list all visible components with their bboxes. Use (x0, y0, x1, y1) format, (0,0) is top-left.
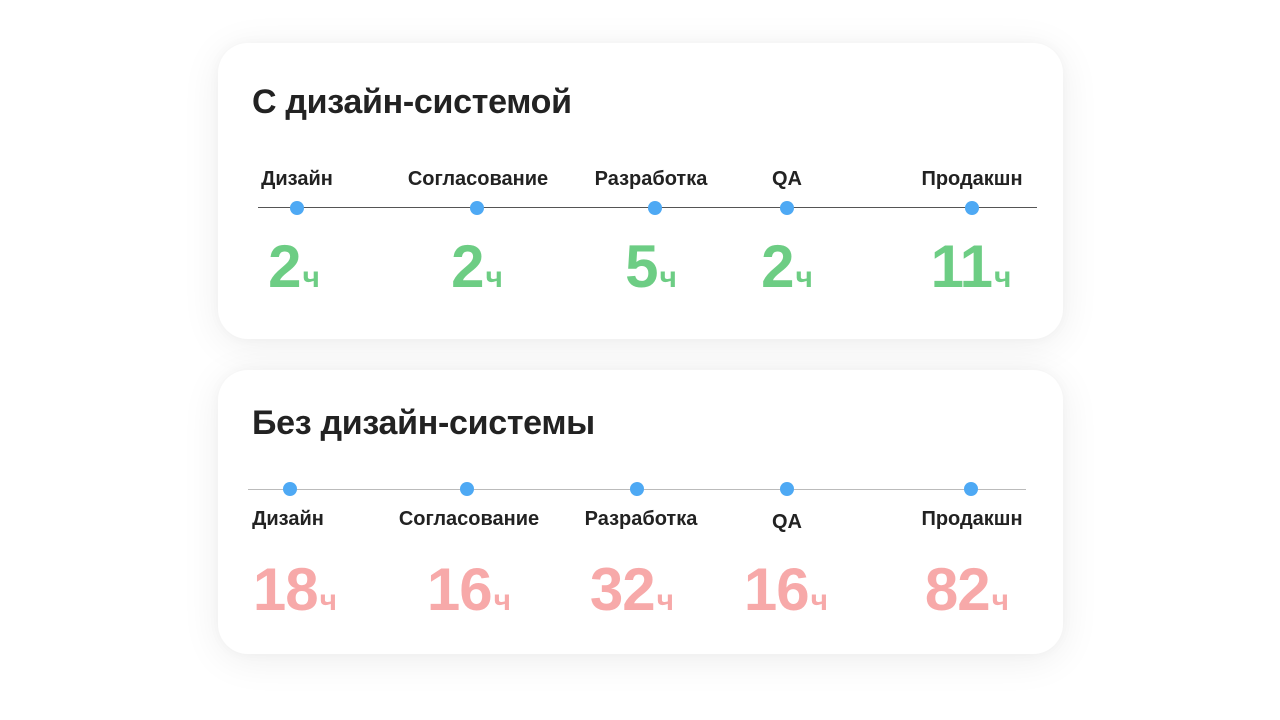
stage-value: 16ч (743, 556, 829, 623)
card-without-design-system: Без дизайн-системы Дизайн 18ч Согласован… (218, 370, 1063, 654)
stage-dot (470, 201, 484, 215)
stage-dot (965, 201, 979, 215)
stage-label: Продакшн (921, 168, 1023, 190)
stage-label: Разработка (594, 168, 708, 190)
stage-label: Дизайн (252, 508, 324, 530)
stage-value: 2ч (268, 233, 320, 300)
stage-label: Дизайн (261, 168, 333, 190)
stage-dot (290, 201, 304, 215)
stage-dot (283, 482, 297, 496)
stage-value: 5ч (625, 233, 677, 300)
stage-value: 16ч (426, 556, 512, 623)
stage-value: 2ч (761, 233, 813, 300)
stage-value: 11ч (930, 233, 1012, 300)
stage-label: Продакшн (921, 508, 1023, 530)
stage-dot (964, 482, 978, 496)
card-title: Без дизайн-системы (252, 404, 595, 442)
stage-value: 32ч (589, 556, 675, 623)
stage-dot (460, 482, 474, 496)
stage-label: QA (772, 168, 802, 190)
card-title: С дизайн-системой (252, 83, 572, 121)
timeline-line (258, 207, 1037, 208)
stage-value: 2ч (451, 233, 503, 300)
stage-dot (630, 482, 644, 496)
stage-dot (780, 201, 794, 215)
stage-dot (780, 482, 794, 496)
card-with-design-system: С дизайн-системой Дизайн 2ч Согласование… (218, 43, 1063, 339)
stage-label: Разработка (584, 508, 698, 530)
stage-label: QA (772, 511, 802, 533)
stage-value: 18ч (252, 556, 338, 623)
stage-label: Согласование (398, 508, 540, 530)
stage-dot (648, 201, 662, 215)
stage-value: 82ч (924, 556, 1010, 623)
stage-label: Согласование (407, 168, 549, 190)
